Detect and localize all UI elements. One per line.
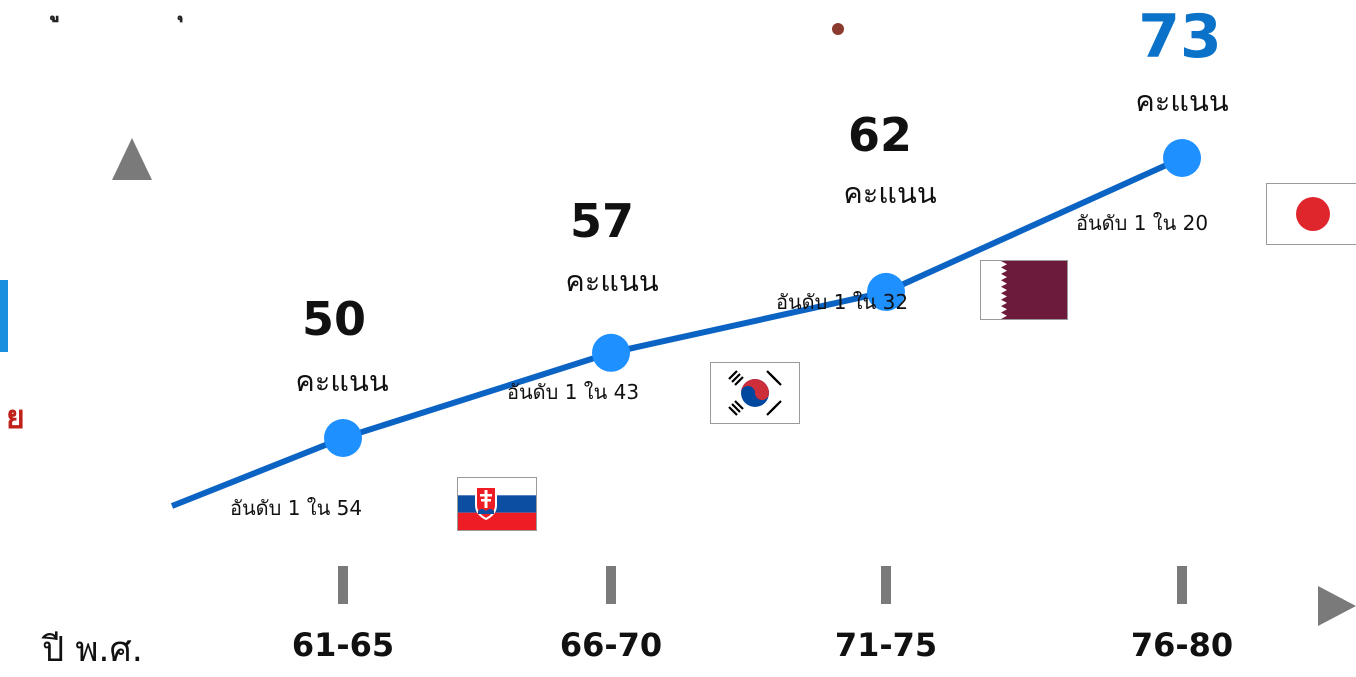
score-unit-66-70: คะแนน bbox=[565, 264, 659, 298]
score-label-61-65: 50 bbox=[301, 292, 367, 346]
x-tick-label-66-70: 66-70 bbox=[559, 626, 663, 664]
left-accent-bar bbox=[0, 280, 8, 352]
score-unit-76-80: คะแนน bbox=[1135, 84, 1229, 118]
data-point-66-70 bbox=[592, 333, 630, 372]
score-unit-71-75: คะแนน bbox=[843, 176, 937, 210]
japan-flag-icon bbox=[1266, 183, 1356, 245]
south-korea-flag-icon bbox=[710, 362, 800, 424]
rank-label-66-70: อันดับ 1 ใน 43 bbox=[507, 380, 640, 404]
score-label-71-75: 62 bbox=[847, 108, 913, 162]
x-axis-title: ปี พ.ศ. bbox=[42, 630, 143, 670]
data-point-76-80 bbox=[1163, 139, 1201, 177]
score-label-76-80: 73 bbox=[1138, 2, 1222, 72]
x-tick-label-61-65: 61-65 bbox=[291, 626, 395, 664]
x-axis-arrow bbox=[1318, 586, 1356, 626]
qatar-flag-icon bbox=[980, 260, 1068, 320]
data-point-71-75 bbox=[867, 272, 905, 311]
y-axis-arrow bbox=[112, 138, 152, 180]
x-tick-label-76-80: 76-80 bbox=[1130, 626, 1234, 664]
slovakia-flag-icon bbox=[457, 477, 537, 531]
rank-label-71-75: อันดับ 1 ใน 32 bbox=[776, 290, 909, 314]
score-label-66-70: 57 bbox=[569, 194, 635, 248]
x-tick-label-71-75: 71-75 bbox=[834, 626, 938, 664]
header-rule-end-dot bbox=[832, 23, 844, 35]
score-unit-61-65: คะแนน bbox=[295, 364, 389, 398]
rank-label-61-65: อันดับ 1 ใน 54 bbox=[230, 496, 363, 520]
data-point-61-65 bbox=[324, 419, 362, 457]
rank-label-76-80: อันดับ 1 ใน 20 bbox=[1076, 211, 1209, 235]
left-title-fragment: ย bbox=[6, 398, 25, 436]
